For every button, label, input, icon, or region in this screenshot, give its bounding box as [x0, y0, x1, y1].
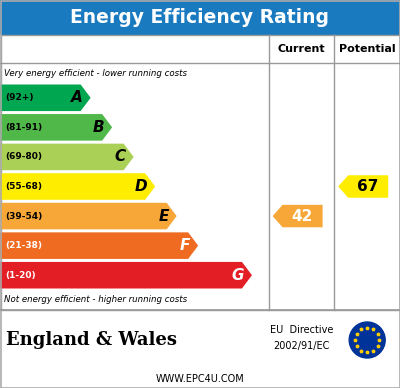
Polygon shape	[0, 173, 155, 200]
Text: Current: Current	[278, 44, 326, 54]
Text: C: C	[114, 149, 126, 165]
Text: Very energy efficient - lower running costs: Very energy efficient - lower running co…	[4, 69, 187, 78]
Text: (39-54): (39-54)	[5, 211, 42, 220]
Text: Potential: Potential	[339, 44, 396, 54]
Text: (81-91): (81-91)	[5, 123, 42, 132]
Text: F: F	[180, 238, 190, 253]
Polygon shape	[0, 262, 252, 289]
Polygon shape	[0, 114, 112, 140]
Polygon shape	[0, 144, 134, 170]
Polygon shape	[338, 175, 388, 198]
Polygon shape	[0, 232, 198, 259]
Bar	[0, 35, 400, 310]
Text: England & Wales: England & Wales	[6, 331, 177, 349]
Text: D: D	[134, 179, 147, 194]
Text: EU  Directive
2002/91/EC: EU Directive 2002/91/EC	[270, 325, 333, 351]
Text: (1-20): (1-20)	[5, 271, 36, 280]
Text: 67: 67	[356, 179, 378, 194]
Text: E: E	[158, 209, 169, 223]
Bar	[0, 0, 400, 35]
Text: (21-38): (21-38)	[5, 241, 42, 250]
Text: 42: 42	[291, 209, 312, 223]
Polygon shape	[0, 85, 91, 111]
Text: (69-80): (69-80)	[5, 152, 42, 161]
Polygon shape	[0, 203, 177, 229]
Text: (55-68): (55-68)	[5, 182, 42, 191]
Text: (92+): (92+)	[5, 93, 34, 102]
Polygon shape	[273, 205, 322, 227]
Text: G: G	[232, 268, 244, 283]
Text: B: B	[92, 120, 104, 135]
Text: WWW.EPC4U.COM: WWW.EPC4U.COM	[156, 374, 244, 384]
Circle shape	[349, 322, 385, 358]
Text: Energy Efficiency Rating: Energy Efficiency Rating	[70, 8, 330, 27]
Text: A: A	[71, 90, 83, 105]
Text: Not energy efficient - higher running costs: Not energy efficient - higher running co…	[4, 296, 187, 305]
